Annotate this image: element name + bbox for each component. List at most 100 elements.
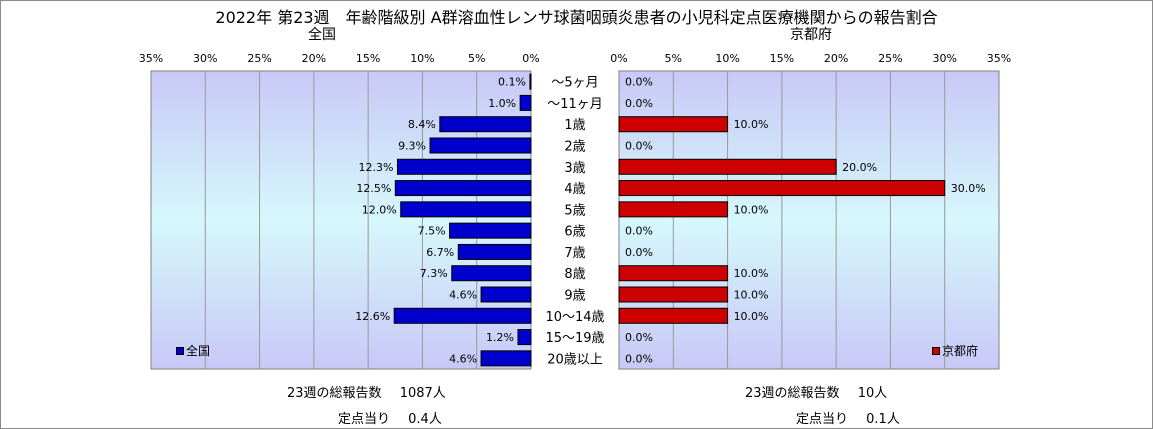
national-bars — [393, 73, 532, 367]
national-legend: 全国 — [176, 342, 210, 359]
kyoto-value-label: 0.0% — [625, 225, 653, 238]
kyoto-tick-label: 30% — [932, 52, 956, 65]
national-value-label: 9.3% — [398, 140, 426, 153]
kyoto-legend-label: 京都府 — [942, 344, 979, 358]
national-value-label: 1.0% — [488, 97, 516, 110]
category-label: 1歳 — [564, 118, 585, 133]
kyoto-bar — [618, 201, 729, 218]
category-label: ～5ヶ月 — [551, 76, 598, 91]
national-total: 23週の総報告数 1087人 — [287, 382, 446, 401]
kyoto-per-site: 定点当り 0.1人 — [796, 408, 900, 427]
category-label: 5歳 — [564, 203, 585, 218]
kyoto-value-label: 0.0% — [625, 246, 653, 259]
national-per-site-value: 0.4人 — [408, 412, 442, 427]
national-bar — [439, 116, 532, 133]
kyoto-tick-label: 20% — [824, 52, 848, 65]
chart-title: 2022年 第23週 年齢階級別 A群溶血性レンサ球菌咽頭炎患者の小児科定点医療… — [215, 8, 938, 27]
kyoto-value-label: 10.0% — [734, 118, 769, 131]
kyoto-bars — [618, 116, 946, 324]
kyoto-value-label: 10.0% — [734, 203, 769, 216]
kyoto-bar — [618, 116, 729, 133]
national-bar — [517, 329, 532, 346]
kyoto-value-label: 10.0% — [734, 289, 769, 302]
national-value-label: 8.4% — [408, 118, 436, 131]
national-tick-label: 35% — [139, 52, 163, 65]
kyoto-bar — [618, 286, 729, 303]
national-bar — [529, 73, 532, 90]
category-label: 2歳 — [564, 140, 585, 155]
kyoto-value-label: 0.0% — [625, 76, 653, 89]
national-value-label: 7.5% — [418, 225, 446, 238]
kyoto-value-label: 0.0% — [625, 352, 653, 365]
national-value-label: 12.3% — [359, 161, 394, 174]
national-bar — [457, 243, 532, 260]
national-bar — [449, 222, 532, 239]
national-legend-swatch — [176, 346, 184, 355]
national-value-labels: 0.1% 1.0% 8.4% 9.3% 12.3% 12.5% 12.0% 7.5% 6.7% 7… — [355, 76, 526, 366]
national-tick-label: 10% — [410, 52, 434, 65]
kyoto-bar — [618, 307, 729, 324]
category-label: 3歳 — [564, 161, 585, 176]
category-label: 7歳 — [564, 246, 585, 261]
national-tick-label: 5% — [468, 52, 485, 65]
national-bar — [393, 307, 532, 324]
kyoto-bar — [618, 265, 729, 282]
kyoto-tick-label: 0% — [610, 52, 627, 65]
kyoto-plot-area — [618, 70, 1000, 370]
national-per-site-label: 定点当り — [338, 412, 391, 427]
national-value-label: 4.6% — [449, 352, 477, 365]
national-bar — [429, 137, 532, 154]
national-bar — [480, 286, 532, 303]
national-total-value: 1087人 — [399, 386, 446, 401]
kyoto-value-labels: 0.0% 0.0% 10.0% 0.0% 20.0% 30.0% 10.0% 0.0% 0.0%… — [625, 76, 986, 366]
national-value-label: 4.6% — [449, 289, 477, 302]
kyoto-tick-label: 5% — [665, 52, 682, 65]
category-label: 9歳 — [564, 289, 585, 304]
national-bar — [400, 201, 532, 218]
kyoto-panel-title: 京都府 — [790, 27, 832, 43]
national-value-label: 12.0% — [362, 203, 397, 216]
kyoto-per-site-label: 定点当り — [796, 412, 849, 427]
kyoto-value-label: 30.0% — [951, 182, 986, 195]
category-label: 20歳以上 — [547, 352, 603, 367]
kyoto-value-label: 20.0% — [842, 161, 877, 174]
national-plot-area — [150, 70, 532, 370]
kyoto-tick-label: 10% — [715, 52, 739, 65]
national-tick-label: 0% — [522, 52, 539, 65]
national-bar — [519, 94, 532, 111]
national-tick-label: 15% — [356, 52, 380, 65]
kyoto-legend: 京都府 — [932, 342, 978, 359]
kyoto-total-value: 10人 — [857, 386, 888, 401]
category-label: 4歳 — [564, 182, 585, 197]
kyoto-bar — [618, 158, 837, 175]
category-label: 8歳 — [564, 267, 585, 282]
national-value-label: 1.2% — [486, 331, 514, 344]
kyoto-x-axis: 0% 5% 10% 15% 20% 25% 30% 35% — [610, 52, 1011, 65]
national-bar — [396, 158, 532, 175]
kyoto-tick-label: 15% — [770, 52, 794, 65]
national-value-label: 7.3% — [420, 267, 448, 280]
national-value-label: 0.1% — [498, 76, 526, 89]
national-panel-title: 全国 — [308, 27, 336, 43]
kyoto-value-label: 0.0% — [625, 331, 653, 344]
kyoto-tick-label: 35% — [987, 52, 1011, 65]
national-tick-label: 20% — [302, 52, 326, 65]
category-label: ～11ヶ月 — [547, 97, 603, 112]
kyoto-bar — [618, 180, 946, 197]
national-value-label: 12.6% — [355, 310, 390, 323]
kyoto-tick-label: 25% — [878, 52, 902, 65]
national-bar — [451, 265, 532, 282]
category-label: 10～14歳 — [545, 310, 604, 325]
national-bar — [394, 180, 532, 197]
national-value-label: 12.5% — [356, 182, 391, 195]
kyoto-total-label: 23週の総報告数 — [745, 386, 840, 401]
national-tick-label: 30% — [193, 52, 217, 65]
national-x-axis: 35% 30% 25% 20% 15% 10% 5% 0% — [139, 52, 540, 65]
national-total-label: 23週の総報告数 — [287, 386, 382, 401]
national-tick-label: 25% — [247, 52, 271, 65]
national-legend-label: 全国 — [186, 344, 211, 358]
national-per-site: 定点当り 0.4人 — [338, 408, 442, 427]
kyoto-value-label: 0.0% — [625, 97, 653, 110]
category-label: 6歳 — [564, 225, 585, 240]
